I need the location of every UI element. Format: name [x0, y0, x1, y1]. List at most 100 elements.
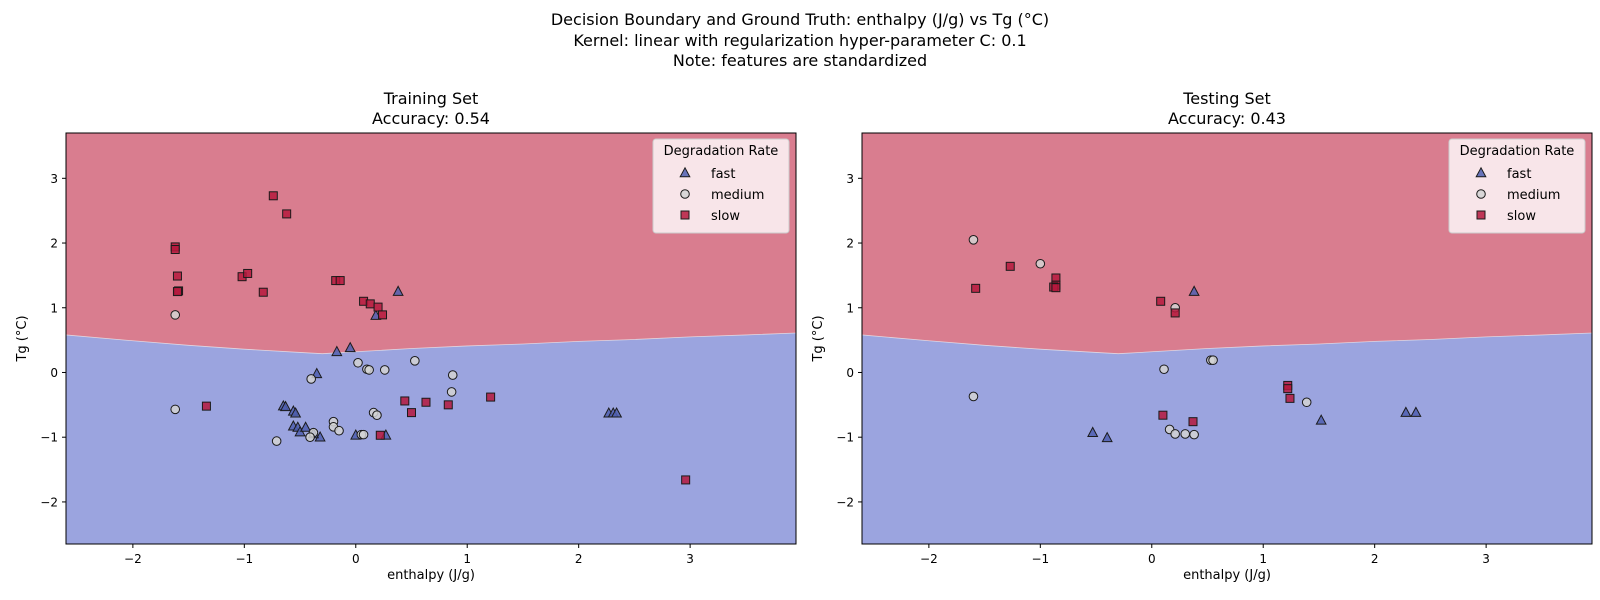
y-tick-label: 0 [846, 366, 854, 380]
x-tick-label: −2 [124, 552, 142, 566]
point-medium [968, 391, 979, 402]
y-tick-label: 3 [50, 172, 58, 186]
point-slow [373, 302, 383, 312]
y-tick-label: 3 [846, 172, 854, 186]
x-tick-label: −1 [235, 552, 253, 566]
decision-boundary-line [66, 332, 796, 355]
x-axis-label: enthalpy (J/g) [387, 568, 475, 583]
point-slow [1283, 384, 1293, 394]
x-tick-label: 3 [686, 552, 694, 566]
point-slow [406, 408, 416, 418]
point-fast [1410, 406, 1422, 417]
point-medium [1170, 429, 1180, 439]
x-tick-label: 2 [575, 552, 583, 566]
point-fast [1101, 431, 1113, 443]
point-slow [971, 283, 981, 293]
point-medium [306, 374, 316, 384]
point-slow [172, 271, 182, 281]
point-medium [271, 436, 282, 446]
y-tick-label: −2 [836, 495, 854, 509]
figure-title-line1: Decision Boundary and Ground Truth: enth… [550, 10, 1050, 29]
point-medium [372, 410, 382, 420]
decision-boundary-line [862, 332, 1592, 355]
point-medium [170, 404, 181, 415]
region-upper [862, 133, 1592, 354]
figure-title-line3: Note: features are standardized [672, 51, 928, 70]
point-medium [1180, 429, 1191, 439]
point-slow [243, 268, 253, 278]
point-slow [172, 287, 182, 297]
point-fast [299, 421, 312, 432]
point-medium [968, 234, 979, 245]
legend: Degradation Rate fast medium slow [652, 138, 790, 234]
legend-marker-fast [1475, 166, 1487, 178]
x-tick-label: 0 [1148, 552, 1156, 566]
legend-label-medium: medium [1507, 188, 1560, 203]
point-slow [268, 191, 278, 201]
y-tick-label: −1 [40, 431, 58, 445]
y-axis-label: Tg (°C) [811, 315, 826, 362]
point-medium [353, 357, 363, 368]
decision-regions [66, 133, 796, 544]
axes-frame [861, 132, 1593, 545]
point-slow [1188, 417, 1198, 427]
point-slow [375, 430, 385, 440]
y-tick-label: 0 [50, 366, 58, 380]
legend-label-medium: medium [711, 188, 764, 203]
point-slow [335, 276, 345, 286]
point-fast [279, 400, 292, 412]
legend-marker-medium [1476, 189, 1486, 199]
point-fast [331, 345, 343, 357]
y-tick-label: 2 [50, 237, 58, 251]
point-medium [170, 310, 181, 320]
x-tick-label: 2 [1371, 552, 1379, 566]
point-fast [392, 285, 404, 296]
x-tick-label: −1 [1031, 552, 1049, 566]
legend-label-slow: slow [711, 209, 740, 224]
point-slow [1158, 410, 1168, 420]
point-slow [443, 400, 453, 410]
y-axis-label: Tg (°C) [15, 315, 30, 362]
x-tick-label: 3 [1482, 552, 1490, 566]
point-fast [1087, 426, 1099, 437]
legend-box [652, 138, 790, 234]
panel-title: Testing Set [1182, 89, 1271, 108]
point-slow [486, 392, 496, 402]
x-tick-label: 1 [463, 552, 471, 566]
data-points [170, 191, 691, 485]
point-slow [1005, 261, 1015, 271]
point-medium [364, 365, 374, 375]
legend-label-fast: fast [1507, 167, 1531, 182]
point-fast [1315, 414, 1327, 425]
panel-accuracy: Accuracy: 0.54 [372, 109, 490, 128]
point-medium [1208, 355, 1218, 365]
y-tick-label: 1 [846, 301, 854, 315]
point-medium [305, 432, 315, 443]
point-slow [1170, 308, 1180, 318]
point-slow [378, 310, 388, 320]
legend-title: Degradation Rate [664, 144, 779, 159]
point-medium [1159, 364, 1169, 375]
point-fast [344, 341, 356, 353]
point-medium [334, 425, 344, 436]
point-fast [289, 406, 302, 418]
y-tick-label: 2 [846, 237, 854, 251]
legend-marker-slow [1476, 210, 1486, 220]
point-medium [379, 365, 390, 375]
point-slow [681, 475, 691, 485]
point-slow [170, 245, 180, 255]
point-medium [1189, 429, 1199, 440]
y-tick-label: 1 [50, 301, 58, 315]
point-slow [421, 397, 431, 407]
point-fast [610, 406, 623, 418]
point-medium [410, 356, 420, 366]
point-fast [311, 367, 323, 379]
point-slow [400, 396, 410, 406]
point-slow [282, 209, 292, 219]
panel-training: −2 −1 0 1 2 3 −2 −1 0 1 2 3 enthalpy (J/g) Tg (°C) Tra… [15, 89, 797, 583]
axes-frame [65, 132, 797, 545]
point-medium [446, 387, 457, 397]
data-points [968, 234, 1422, 443]
y-tick-label: −1 [836, 431, 854, 445]
point-medium [447, 370, 458, 380]
